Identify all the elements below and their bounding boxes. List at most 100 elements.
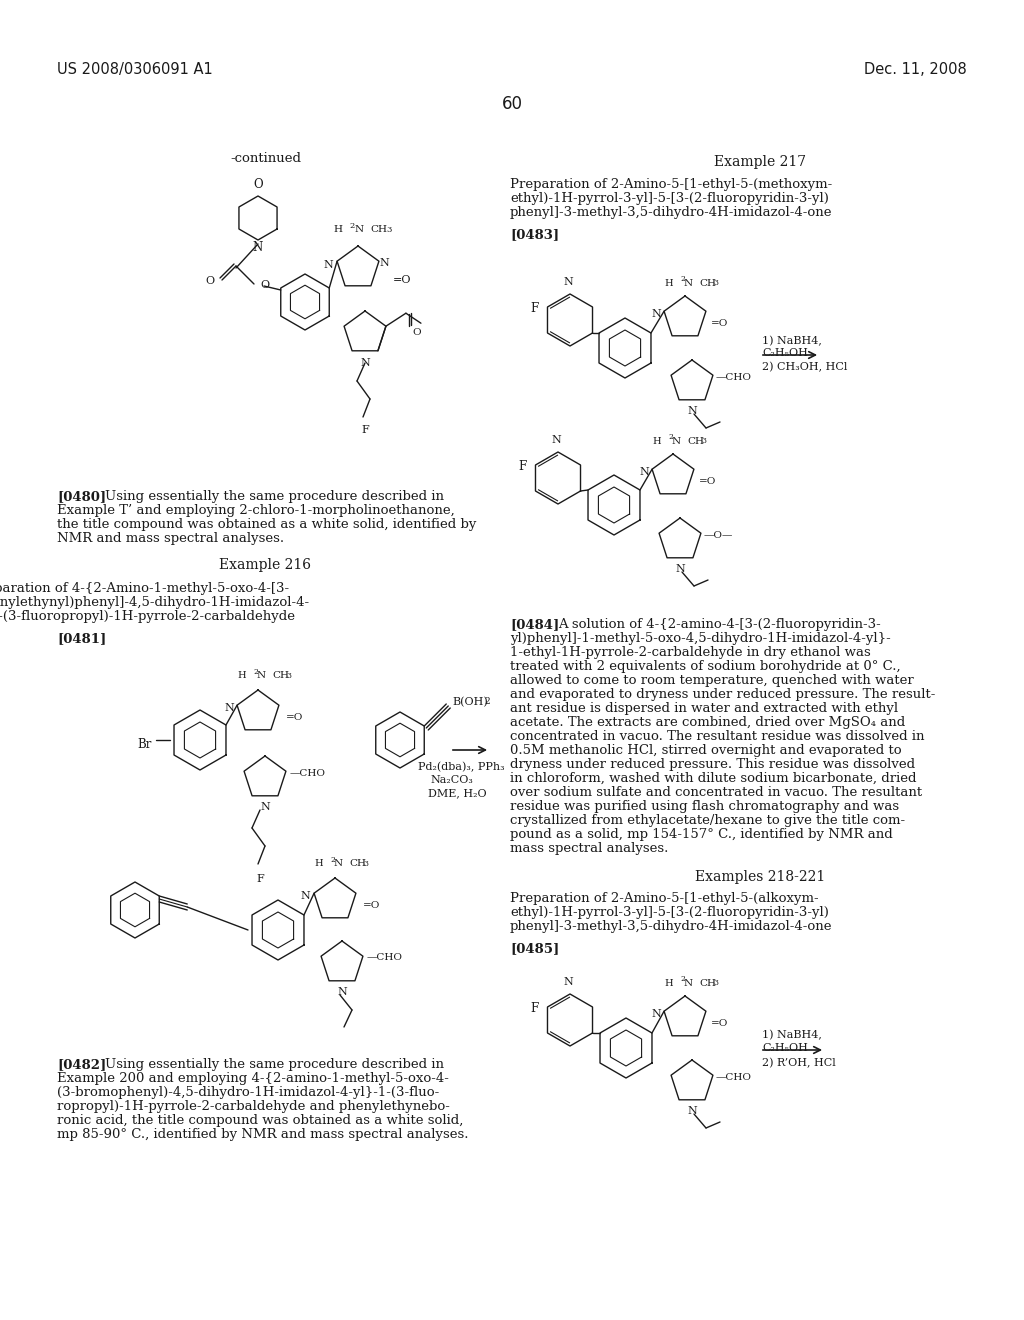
Text: N: N xyxy=(224,704,233,713)
Text: N: N xyxy=(260,803,270,812)
Text: F: F xyxy=(529,1002,539,1015)
Text: Pd₂(dba)₃, PPh₃: Pd₂(dba)₃, PPh₃ xyxy=(418,762,505,772)
Text: [0484]: [0484] xyxy=(510,618,559,631)
Text: Dec. 11, 2008: Dec. 11, 2008 xyxy=(864,62,967,77)
Text: F: F xyxy=(256,874,264,884)
Text: N: N xyxy=(257,672,266,681)
Text: ropropyl)-1H-pyrrole-2-carbaldehyde and phenylethynebo-: ropropyl)-1H-pyrrole-2-carbaldehyde and … xyxy=(57,1100,450,1113)
Text: N: N xyxy=(684,978,693,987)
Text: N: N xyxy=(639,467,649,477)
Text: NMR and mass spectral analyses.: NMR and mass spectral analyses. xyxy=(57,532,284,545)
Text: Example 216: Example 216 xyxy=(219,558,311,572)
Text: =O: =O xyxy=(286,713,303,722)
Text: Preparation of 4-{2-Amino-1-methyl-5-oxo-4-[3-: Preparation of 4-{2-Amino-1-methyl-5-oxo… xyxy=(0,582,289,595)
Text: acetate. The extracts are combined, dried over MgSO₄ and: acetate. The extracts are combined, drie… xyxy=(510,715,905,729)
Text: 3: 3 xyxy=(386,226,391,234)
Text: mp 85-90° C., identified by NMR and mass spectral analyses.: mp 85-90° C., identified by NMR and mass… xyxy=(57,1129,469,1140)
Text: 2: 2 xyxy=(349,222,354,230)
Text: 60: 60 xyxy=(502,95,522,114)
Text: 2: 2 xyxy=(484,697,489,706)
Text: 1) NaBH4,: 1) NaBH4, xyxy=(762,337,822,346)
Text: 2: 2 xyxy=(668,433,673,441)
Text: 2: 2 xyxy=(680,975,685,983)
Text: N: N xyxy=(253,242,263,253)
Text: O: O xyxy=(413,327,421,337)
Text: phenyl]-3-methyl-3,5-dihydro-4H-imidazol-4-one: phenyl]-3-methyl-3,5-dihydro-4H-imidazol… xyxy=(510,206,833,219)
Text: mass spectral analyses.: mass spectral analyses. xyxy=(510,842,669,855)
Text: —CHO: —CHO xyxy=(716,374,752,383)
Text: N: N xyxy=(551,436,561,445)
Text: crystallized from ethylacetate/hexane to give the title com-: crystallized from ethylacetate/hexane to… xyxy=(510,814,905,828)
Text: =O: =O xyxy=(393,275,412,285)
Text: O: O xyxy=(253,178,263,191)
Text: F: F xyxy=(361,425,369,436)
Text: N: N xyxy=(563,977,572,987)
Text: Example 200 and employing 4-{2-amino-1-methyl-5-oxo-4-: Example 200 and employing 4-{2-amino-1-m… xyxy=(57,1072,449,1085)
Text: N: N xyxy=(337,987,347,997)
Text: H: H xyxy=(665,978,673,987)
Text: O: O xyxy=(260,280,269,290)
Text: ethyl)-1H-pyrrol-3-yl]-5-[3-(2-fluoropyridin-3-yl): ethyl)-1H-pyrrol-3-yl]-5-[3-(2-fluoropyr… xyxy=(510,906,828,919)
Text: dryness under reduced pressure. This residue was dissolved: dryness under reduced pressure. This res… xyxy=(510,758,915,771)
Text: the title compound was obtained as a white solid, identified by: the title compound was obtained as a whi… xyxy=(57,517,476,531)
Text: F: F xyxy=(518,459,526,473)
Text: N: N xyxy=(687,407,697,416)
Text: residue was purified using flash chromatography and was: residue was purified using flash chromat… xyxy=(510,800,899,813)
Text: phenyl]-3-methyl-3,5-dihydro-4H-imidazol-4-one: phenyl]-3-methyl-3,5-dihydro-4H-imidazol… xyxy=(510,920,833,933)
Text: Using essentially the same procedure described in: Using essentially the same procedure des… xyxy=(105,490,444,503)
Text: 0.5M methanolic HCl, stirred overnight and evaporated to: 0.5M methanolic HCl, stirred overnight a… xyxy=(510,744,901,756)
Text: N: N xyxy=(355,226,365,235)
Text: Using essentially the same procedure described in: Using essentially the same procedure des… xyxy=(105,1059,444,1071)
Text: [0480]: [0480] xyxy=(57,490,106,503)
Text: N: N xyxy=(651,309,660,319)
Text: 3: 3 xyxy=(286,672,291,680)
Text: 1-ethyl-1H-pyrrole-2-carbaldehyde in dry ethanol was: 1-ethyl-1H-pyrrole-2-carbaldehyde in dry… xyxy=(510,645,870,659)
Text: concentrated in vacuo. The resultant residue was dissolved in: concentrated in vacuo. The resultant res… xyxy=(510,730,925,743)
Text: N: N xyxy=(675,564,685,574)
Text: and evaporated to dryness under reduced pressure. The result-: and evaporated to dryness under reduced … xyxy=(510,688,935,701)
Text: 2) CH₃OH, HCl: 2) CH₃OH, HCl xyxy=(762,362,848,372)
Text: 2: 2 xyxy=(330,855,335,865)
Text: 3: 3 xyxy=(713,979,718,987)
Text: C₂H₅OH: C₂H₅OH xyxy=(762,348,808,358)
Text: H: H xyxy=(652,437,662,446)
Text: Example T’ and employing 2-chloro-1-morpholinoethanone,: Example T’ and employing 2-chloro-1-morp… xyxy=(57,504,455,517)
Text: N: N xyxy=(563,277,572,286)
Text: C₂H₅OH: C₂H₅OH xyxy=(762,1043,808,1053)
Text: =O: =O xyxy=(711,318,728,327)
Text: in chloroform, washed with dilute sodium bicarbonate, dried: in chloroform, washed with dilute sodium… xyxy=(510,772,916,785)
Text: US 2008/0306091 A1: US 2008/0306091 A1 xyxy=(57,62,213,77)
Text: treated with 2 equivalents of sodium borohydride at 0° C.,: treated with 2 equivalents of sodium bor… xyxy=(510,660,901,673)
Text: 3: 3 xyxy=(701,437,706,445)
Text: H: H xyxy=(238,672,246,681)
Text: F: F xyxy=(529,301,539,314)
Text: N: N xyxy=(687,1106,697,1115)
Text: ronic acid, the title compound was obtained as a white solid,: ronic acid, the title compound was obtai… xyxy=(57,1114,464,1127)
Text: 2: 2 xyxy=(680,275,685,282)
Text: ethyl)-1H-pyrrol-3-yl]-5-[3-(2-fluoropyridin-3-yl): ethyl)-1H-pyrrol-3-yl]-5-[3-(2-fluoropyr… xyxy=(510,191,828,205)
Text: —CHO: —CHO xyxy=(290,768,326,777)
Text: =O: =O xyxy=(699,477,717,486)
Text: DME, H₂O: DME, H₂O xyxy=(428,788,486,799)
Text: 3: 3 xyxy=(713,279,718,286)
Text: 1) NaBH4,: 1) NaBH4, xyxy=(762,1030,822,1040)
Text: 2) R’OH, HCl: 2) R’OH, HCl xyxy=(762,1059,836,1068)
Text: CH: CH xyxy=(699,279,716,288)
Text: N: N xyxy=(324,260,333,271)
Text: A solution of 4-{2-amino-4-[3-(2-fluoropyridin-3-: A solution of 4-{2-amino-4-[3-(2-fluorop… xyxy=(558,618,881,631)
Text: Preparation of 2-Amino-5-[1-ethyl-5-(methoxym-: Preparation of 2-Amino-5-[1-ethyl-5-(met… xyxy=(510,178,833,191)
Text: yl}-1-(3-fluoropropyl)-1H-pyrrole-2-carbaldehyde: yl}-1-(3-fluoropropyl)-1H-pyrrole-2-carb… xyxy=(0,610,295,623)
Text: 3: 3 xyxy=(362,861,368,869)
Text: 2: 2 xyxy=(253,668,258,676)
Text: yl)phenyl]-1-methyl-5-oxo-4,5-dihydro-1H-imidazol-4-yl}-: yl)phenyl]-1-methyl-5-oxo-4,5-dihydro-1H… xyxy=(510,632,891,645)
Text: =O: =O xyxy=(711,1019,728,1027)
Text: pound as a solid, mp 154-157° C., identified by NMR and: pound as a solid, mp 154-157° C., identi… xyxy=(510,828,893,841)
Text: [0482]: [0482] xyxy=(57,1059,106,1071)
Text: —O—: —O— xyxy=(705,532,733,540)
Text: N: N xyxy=(334,859,343,869)
Text: allowed to come to room temperature, quenched with water: allowed to come to room temperature, que… xyxy=(510,675,913,686)
Text: Preparation of 2-Amino-5-[1-ethyl-5-(alkoxym-: Preparation of 2-Amino-5-[1-ethyl-5-(alk… xyxy=(510,892,818,906)
Text: H: H xyxy=(665,279,673,288)
Text: —CHO: —CHO xyxy=(367,953,403,962)
Text: -continued: -continued xyxy=(230,152,301,165)
